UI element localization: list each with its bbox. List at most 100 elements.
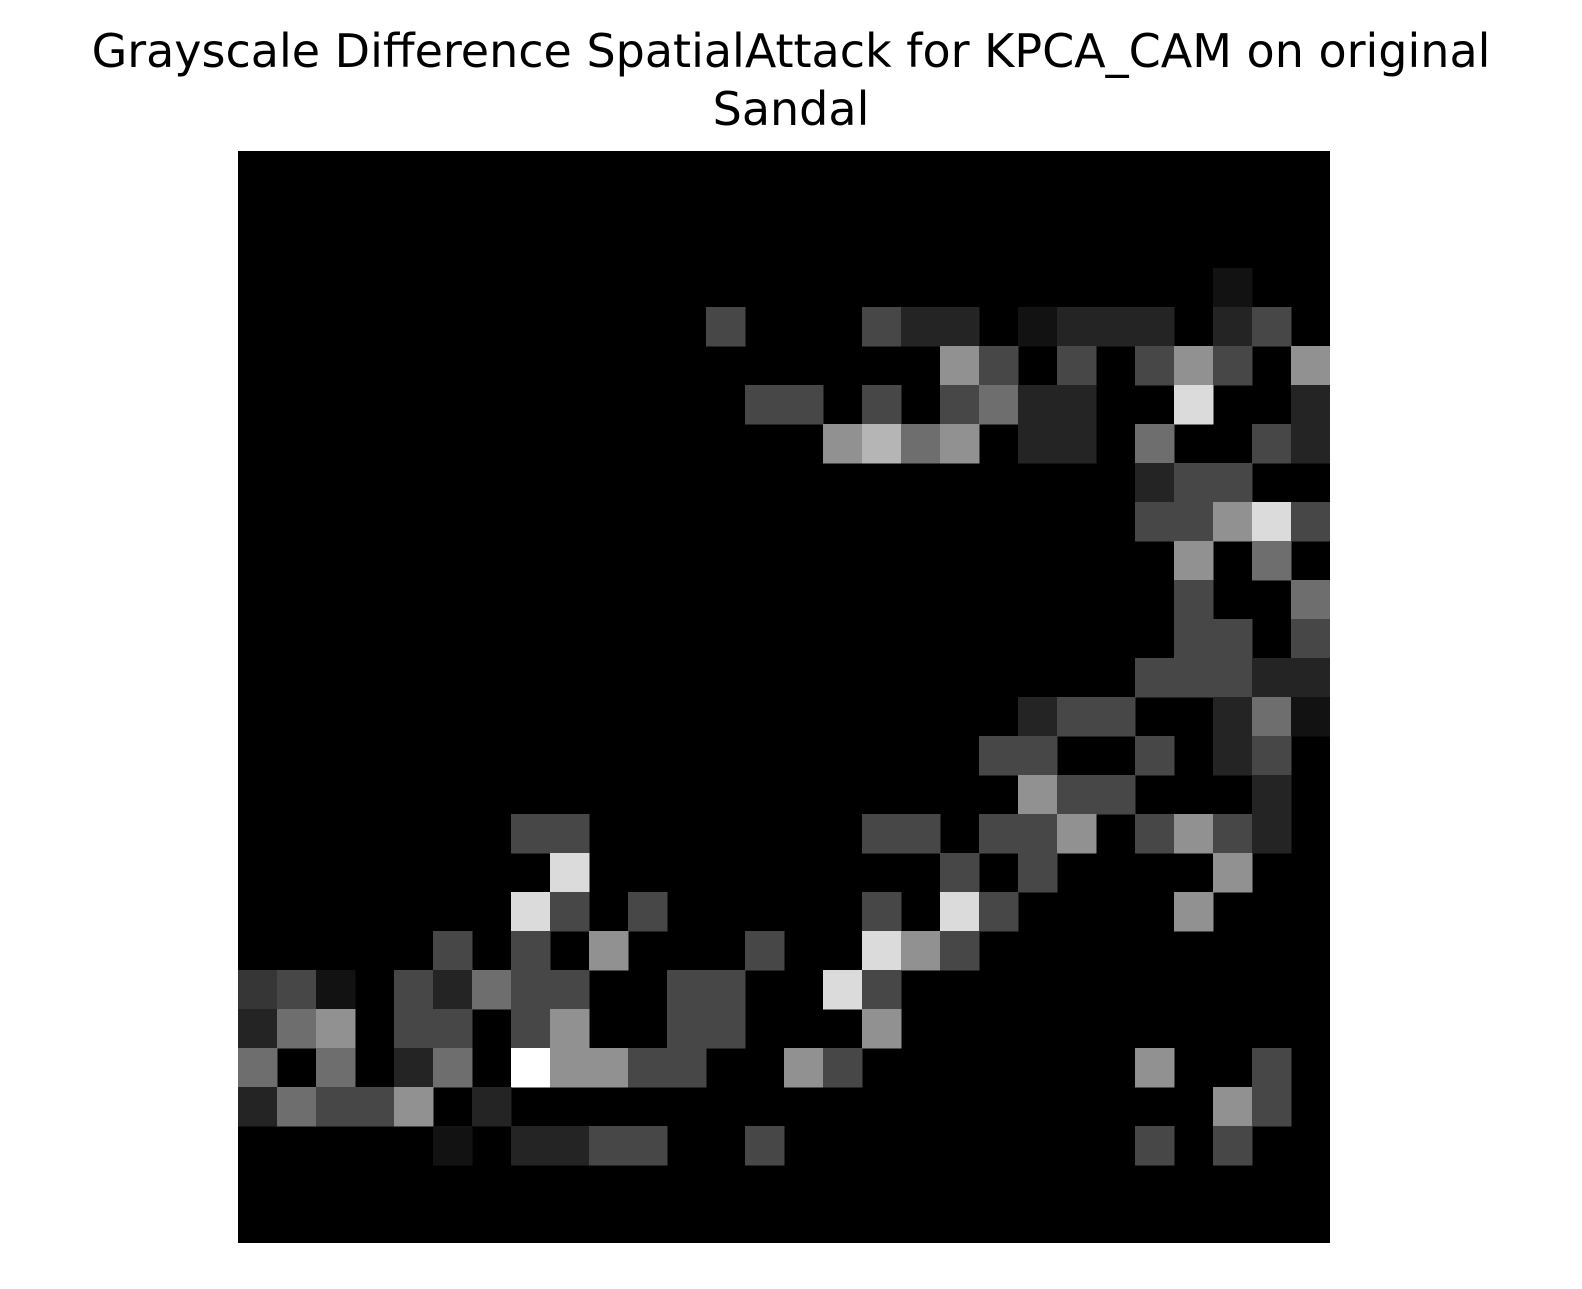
heatmap-cell	[628, 1048, 668, 1088]
heatmap-cell	[979, 385, 1019, 425]
heatmap-cell	[745, 1126, 785, 1166]
heatmap-cell	[706, 307, 746, 347]
heatmap-cell	[1135, 307, 1175, 347]
heatmap-cell	[862, 307, 902, 347]
heatmap-cell	[550, 1126, 590, 1166]
heatmap-cell	[1135, 463, 1175, 503]
heatmap-cell	[316, 970, 356, 1010]
heatmap-cell	[1135, 1048, 1175, 1088]
heatmap-cell	[1252, 775, 1292, 815]
heatmap-cell	[277, 970, 317, 1010]
heatmap-cell	[589, 1048, 629, 1088]
heatmap-cell	[1291, 424, 1330, 464]
heatmap-cell	[1213, 736, 1253, 776]
heatmap-cell	[823, 424, 863, 464]
heatmap-cell	[1096, 307, 1136, 347]
heatmap-cell	[1018, 736, 1058, 776]
heatmap-cell	[1174, 385, 1214, 425]
heatmap-cell	[472, 1087, 512, 1127]
heatmap-cell	[511, 892, 551, 932]
heatmap-cell	[862, 814, 902, 854]
heatmap-cell	[550, 892, 590, 932]
heatmap-cell	[1135, 424, 1175, 464]
heatmap-cell	[238, 970, 278, 1010]
heatmap-cell	[1057, 307, 1097, 347]
heatmap-cell	[1291, 346, 1330, 386]
heatmap-cell	[745, 931, 785, 971]
heatmap-cell	[394, 970, 434, 1010]
heatmap-cell	[1174, 892, 1214, 932]
heatmap-cell	[901, 931, 941, 971]
heatmap-cell	[1252, 502, 1292, 542]
heatmap-cell	[1291, 658, 1330, 698]
heatmap-cell	[1213, 346, 1253, 386]
heatmap-cell	[1096, 697, 1136, 737]
heatmap-cell	[1057, 697, 1097, 737]
heatmap-cell	[394, 1087, 434, 1127]
heatmap-cell	[979, 814, 1019, 854]
heatmap-cell	[862, 1009, 902, 1049]
heatmap-cell	[550, 853, 590, 893]
heatmap-cell	[1252, 1087, 1292, 1127]
heatmap-cell	[1252, 697, 1292, 737]
heatmap-cell	[1018, 307, 1058, 347]
heatmap-cell	[550, 814, 590, 854]
heatmap-cell	[1174, 580, 1214, 620]
heatmap-cell	[511, 1126, 551, 1166]
heatmap-cell	[1291, 502, 1330, 542]
heatmap-cell	[1096, 775, 1136, 815]
heatmap-cell	[862, 892, 902, 932]
heatmap-cells	[238, 268, 1330, 1166]
heatmap-cell	[1135, 1126, 1175, 1166]
heatmap-cell	[1018, 424, 1058, 464]
heatmap-cell	[940, 385, 980, 425]
heatmap-cell	[1135, 736, 1175, 776]
heatmap-cell	[667, 1048, 707, 1088]
heatmap-cell	[901, 424, 941, 464]
heatmap-cell	[1291, 385, 1330, 425]
heatmap-cell	[511, 970, 551, 1010]
heatmap-cell	[394, 1048, 434, 1088]
heatmap-cell	[940, 853, 980, 893]
heatmap-cell	[1135, 658, 1175, 698]
heatmap-cell	[1174, 463, 1214, 503]
heatmap-cell	[1135, 502, 1175, 542]
heatmap-cell	[1174, 541, 1214, 581]
heatmap-cell	[823, 970, 863, 1010]
heatmap-cell	[667, 970, 707, 1010]
heatmap-cell	[1252, 541, 1292, 581]
heatmap-cell	[1057, 385, 1097, 425]
heatmap-cell	[550, 970, 590, 1010]
heatmap-cell	[355, 1087, 395, 1127]
heatmap-cell	[1174, 658, 1214, 698]
heatmap-cell	[277, 1087, 317, 1127]
heatmap-cell	[472, 970, 512, 1010]
heatmap-cell	[238, 1087, 278, 1127]
heatmap-cell	[1252, 1048, 1292, 1088]
heatmap-cell	[1057, 814, 1097, 854]
heatmap-cell	[1291, 619, 1330, 659]
heatmap-cell	[550, 1048, 590, 1088]
heatmap-cell	[316, 1009, 356, 1049]
heatmap-cell	[1291, 580, 1330, 620]
heatmap-cell	[238, 1048, 278, 1088]
heatmap-cell	[433, 1009, 473, 1049]
heatmap-cell	[1252, 307, 1292, 347]
heatmap-cell	[940, 931, 980, 971]
heatmap-cell	[1018, 385, 1058, 425]
heatmap-cell	[433, 1048, 473, 1088]
heatmap-cell	[433, 931, 473, 971]
heatmap-cell	[628, 1126, 668, 1166]
heatmap-cell	[277, 1009, 317, 1049]
heatmap-cell	[1018, 775, 1058, 815]
heatmap-cell	[316, 1087, 356, 1127]
heatmap-cell	[1213, 1087, 1253, 1127]
heatmap-cell	[628, 892, 668, 932]
heatmap-cell	[979, 736, 1019, 776]
heatmap-cell	[979, 346, 1019, 386]
chart-title-line-1: Grayscale Difference SpatialAttack for K…	[91, 24, 1491, 78]
heatmap-cell	[940, 424, 980, 464]
heatmap-cell	[1057, 775, 1097, 815]
heatmap-cell	[316, 1048, 356, 1088]
heatmap-cell	[1057, 346, 1097, 386]
